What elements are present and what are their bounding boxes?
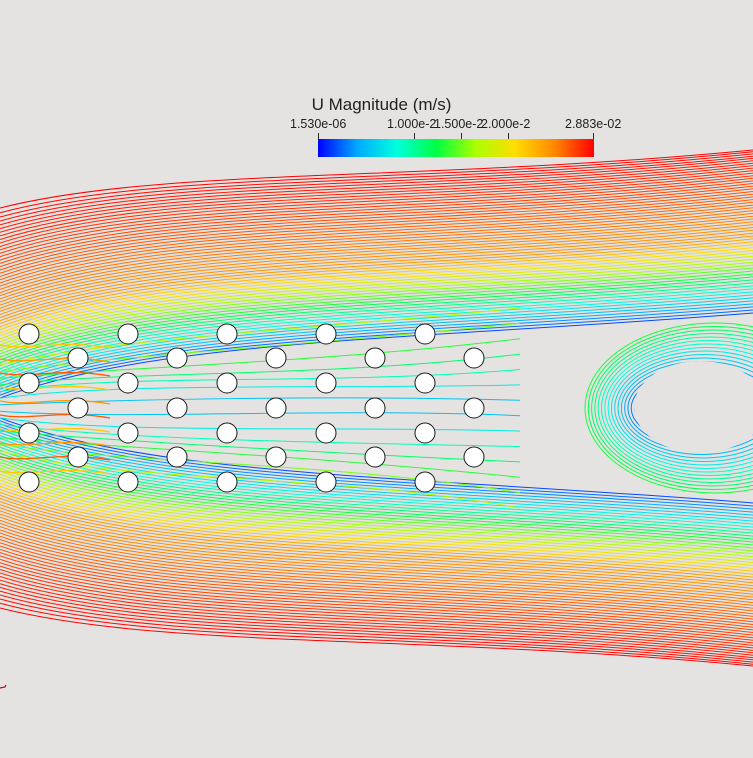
cylinder	[217, 373, 237, 393]
cylinder	[19, 373, 39, 393]
axes-orientation-marker	[0, 684, 8, 692]
cylinder	[118, 472, 138, 492]
cylinder	[167, 447, 187, 467]
cylinder	[316, 423, 336, 443]
cylinder	[266, 348, 286, 368]
cylinder	[217, 472, 237, 492]
cylinder	[415, 423, 435, 443]
cylinder	[118, 373, 138, 393]
cylinder	[118, 423, 138, 443]
cylinder	[316, 324, 336, 344]
cylinder	[217, 324, 237, 344]
cylinder	[316, 472, 336, 492]
streamline	[0, 495, 753, 580]
cylinder	[365, 348, 385, 368]
cylinder	[415, 373, 435, 393]
jet-streamline	[0, 415, 110, 418]
cylinder	[167, 348, 187, 368]
cylinder	[464, 447, 484, 467]
cylinder	[118, 324, 138, 344]
cylinder	[464, 398, 484, 418]
cylinder	[464, 348, 484, 368]
streamline	[0, 498, 753, 582]
cylinder	[19, 423, 39, 443]
cylinder	[19, 472, 39, 492]
cylinder	[365, 398, 385, 418]
cylinder	[68, 348, 88, 368]
cylinder	[415, 324, 435, 344]
cylinder	[217, 423, 237, 443]
cylinder	[68, 447, 88, 467]
streamline	[0, 274, 753, 360]
cylinder	[266, 447, 286, 467]
recirculation-vortex	[585, 323, 753, 493]
streamline	[0, 304, 753, 389]
cylinder	[19, 324, 39, 344]
cylinder	[316, 373, 336, 393]
streamline	[0, 236, 753, 321]
cylinder	[68, 398, 88, 418]
cylinder	[415, 472, 435, 492]
cylinder	[167, 398, 187, 418]
streamline	[0, 430, 753, 515]
streamline	[0, 233, 753, 317]
cylinder	[266, 398, 286, 418]
streamline	[0, 301, 753, 387]
cylinder	[365, 447, 385, 467]
